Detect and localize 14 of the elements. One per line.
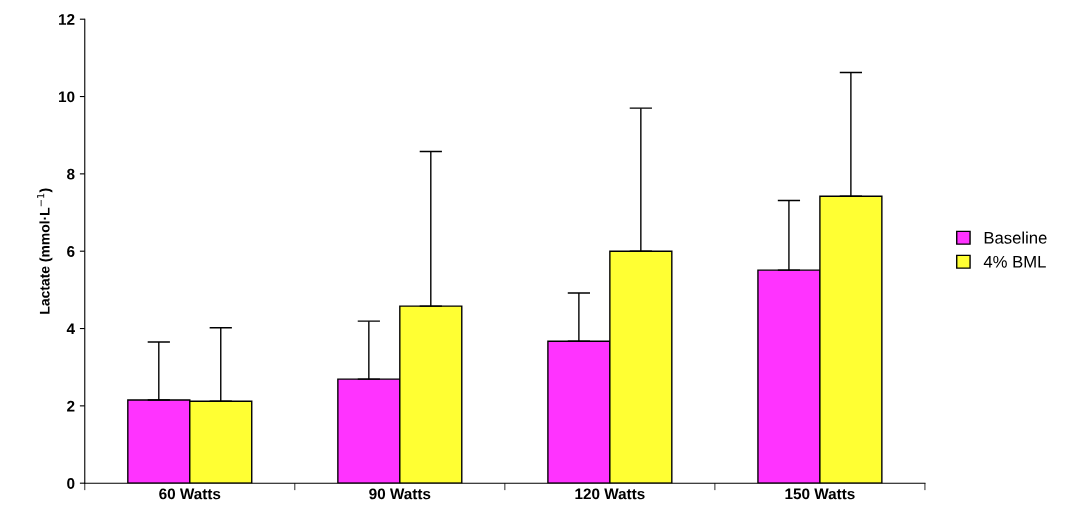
y-tick-label: 10 [59, 91, 75, 103]
y-tick-label: 2 [67, 400, 75, 412]
x-tick-label: 120 Watts [575, 488, 645, 500]
x-tick-label: 90 Watts [369, 488, 431, 500]
y-axis-title: Lactate (mmol·L$^{−1}$) [37, 188, 53, 314]
y-tick-label: 8 [67, 168, 75, 180]
y-tick-label: 4 [66, 323, 75, 335]
legend-label: 4% BML [983, 255, 1046, 268]
x-tick-label: 150 Watts [785, 488, 855, 500]
y-tick-label: 6 [67, 246, 75, 257]
y-tick-label: 0 [67, 478, 75, 489]
legend-label: Baseline [984, 231, 1047, 244]
x-tick-label: 60 Watts [159, 488, 221, 500]
y-tick-label: 12 [59, 14, 75, 25]
